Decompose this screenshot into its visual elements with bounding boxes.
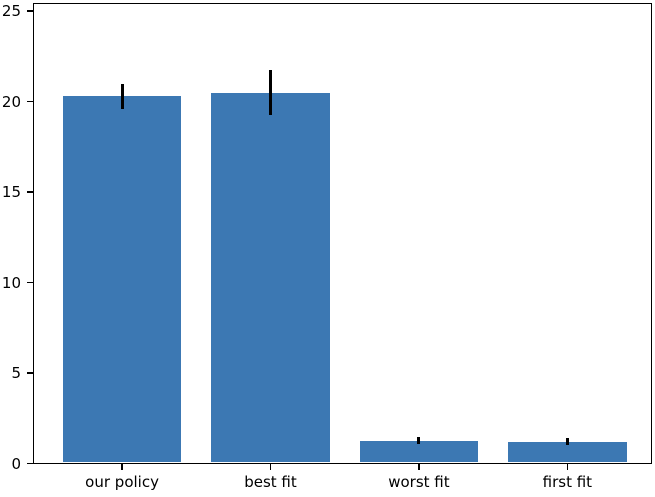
x-tick-label: our policy (85, 472, 159, 491)
y-tick (27, 100, 33, 103)
bar (211, 92, 330, 462)
error-bar (120, 83, 124, 109)
x-tick-label: first fit (542, 472, 593, 491)
x-tick (566, 463, 569, 470)
x-tick (121, 463, 123, 470)
y-tick (27, 372, 33, 374)
bar (62, 96, 182, 462)
x-tick (418, 463, 420, 470)
x-tick (269, 463, 272, 470)
y-tick (27, 462, 33, 465)
error-bar (269, 69, 272, 116)
x-tick-label: best fit (244, 472, 297, 491)
y-tick-label: 10 (1, 273, 21, 292)
x-tick-label: worst fit (388, 472, 450, 491)
bar (359, 440, 479, 462)
y-tick-label: 5 (11, 364, 21, 383)
y-tick-label: 15 (1, 183, 21, 202)
y-tick (27, 281, 33, 284)
error-bar (417, 437, 421, 445)
y-tick-label: 25 (1, 2, 21, 21)
error-bar (565, 438, 569, 446)
y-tick (27, 191, 33, 193)
bar (508, 441, 627, 462)
y-tick-label: 0 (11, 454, 21, 473)
y-tick-label: 20 (1, 92, 21, 111)
y-tick (27, 10, 33, 12)
